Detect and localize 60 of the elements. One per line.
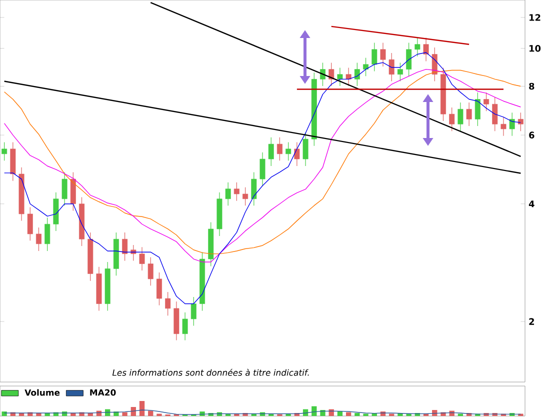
candlestick — [62, 172, 68, 206]
candlestick — [423, 37, 429, 62]
candlestick — [484, 92, 490, 112]
candlestick — [225, 182, 231, 206]
candlestick — [474, 92, 480, 126]
candlestick — [372, 42, 378, 72]
candlestick — [406, 42, 412, 76]
bar — [337, 412, 343, 416]
candlestick — [27, 207, 33, 241]
candlestick — [414, 37, 420, 57]
bar — [354, 413, 360, 416]
candlestick — [337, 67, 343, 86]
legend-label: MA20 — [90, 389, 116, 396]
candlestick — [492, 97, 498, 132]
bar — [320, 410, 326, 416]
bar — [148, 410, 154, 416]
candlestick — [466, 102, 472, 126]
candlestick — [156, 272, 162, 306]
candlestick — [260, 152, 266, 186]
candlestick — [2, 142, 8, 161]
candlestick — [518, 112, 524, 132]
y-tick-label: 12 — [530, 14, 540, 21]
bar — [346, 412, 352, 416]
candlestick — [234, 182, 240, 202]
candlestick — [165, 292, 171, 316]
candlestick — [130, 244, 136, 262]
candlestick — [148, 256, 154, 286]
candlestick — [276, 137, 282, 161]
candlestick — [397, 62, 403, 82]
bar — [139, 401, 145, 416]
candlestick — [509, 112, 515, 136]
candlestick — [458, 102, 464, 132]
candlestick — [242, 187, 248, 206]
bar — [122, 412, 128, 416]
candlestick — [500, 117, 506, 136]
candlestick — [302, 132, 308, 166]
annotation: Les informations sont données à titre indicatif. — [112, 368, 309, 376]
candlestick — [44, 217, 50, 252]
candlestick — [139, 246, 145, 271]
candlestick — [251, 172, 257, 206]
y-tick-label: 6 — [529, 132, 534, 138]
candlestick — [286, 142, 292, 161]
candlestick — [268, 137, 274, 166]
candlestick — [363, 58, 369, 76]
candlestick — [449, 107, 455, 132]
candlestick — [122, 232, 128, 262]
y-tick-label: 4 — [528, 200, 534, 208]
candlestick — [388, 52, 394, 82]
candlestick — [190, 296, 196, 326]
candlestick — [36, 227, 42, 252]
candlestick — [380, 42, 386, 67]
candlestick — [354, 62, 360, 86]
candlestick — [346, 67, 352, 86]
y-tick-label: 10 — [530, 44, 541, 52]
candlestick — [328, 62, 334, 86]
candlestick — [294, 142, 300, 166]
legend-label: Volume — [24, 389, 60, 396]
y-tick-label: 2 — [529, 318, 534, 325]
y-tick-label: 8 — [529, 82, 534, 90]
candlestick — [182, 312, 188, 341]
